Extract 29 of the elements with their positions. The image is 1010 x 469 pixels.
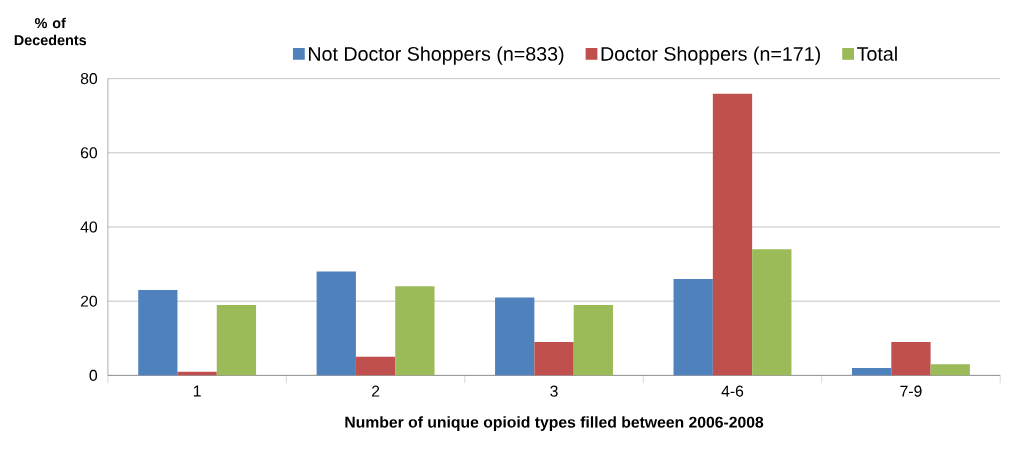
x-tick-label: 7-9 — [900, 385, 922, 397]
bar — [355, 356, 396, 376]
y-tick-label: 60 — [80, 147, 98, 159]
legend-label: Total — [857, 46, 897, 61]
bar — [851, 368, 892, 376]
bar — [316, 271, 356, 376]
bar — [495, 297, 535, 376]
bar — [673, 279, 713, 376]
bar — [216, 305, 257, 376]
bar — [395, 286, 435, 376]
x-tick-label: 1 — [193, 385, 201, 397]
y-tick-label: 80 — [80, 73, 98, 85]
legend-label: Doctor Shoppers (n=171) — [601, 46, 820, 65]
x-tick-label: 2 — [371, 385, 380, 397]
bar — [930, 364, 970, 376]
bar — [573, 305, 613, 376]
y-axis-title: % of Decedents — [14, 17, 87, 46]
x-axis-title: Number of unique opioid types filled between 2006-2008 — [345, 416, 764, 431]
x-tick-label: 4-6 — [721, 385, 744, 397]
bar — [712, 93, 753, 376]
y-tick-label: 40 — [80, 221, 98, 233]
y-tick-label: 20 — [80, 295, 98, 307]
y-tick-label: 0 — [89, 369, 98, 382]
bar — [534, 342, 574, 376]
legend-label: Not Doctor Shoppers (n=833) — [308, 46, 564, 65]
bar — [891, 342, 931, 376]
x-tick-label: 3 — [550, 385, 558, 397]
bar — [752, 249, 792, 376]
bar — [138, 290, 178, 376]
